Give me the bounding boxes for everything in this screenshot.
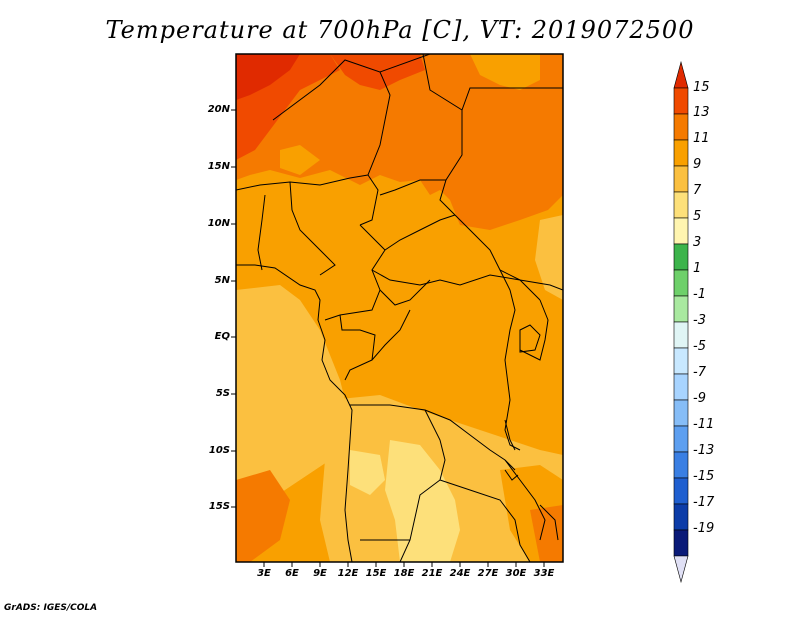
temperature-field bbox=[236, 54, 563, 562]
lon-label-18e: 18E bbox=[393, 568, 415, 579]
lat-label-5n: 5N bbox=[214, 275, 230, 286]
colorbar-segment bbox=[673, 399, 689, 427]
colorbar-label: 5 bbox=[693, 209, 702, 224]
colorbar-label: -9 bbox=[693, 391, 706, 406]
grads-credit: GrADS: IGES/COLA bbox=[4, 603, 98, 613]
colorbar-cap-bottom bbox=[673, 555, 689, 584]
lon-label-21e: 21E bbox=[421, 568, 443, 579]
colorbar-segment bbox=[673, 503, 689, 531]
lon-label-30e: 30E bbox=[505, 568, 527, 579]
colorbar-segment bbox=[673, 321, 689, 349]
colorbar-label: 15 bbox=[693, 80, 710, 95]
colorbar-segment bbox=[673, 217, 689, 245]
colorbar-label: 7 bbox=[693, 183, 702, 198]
colorbar-label: -17 bbox=[693, 495, 715, 510]
lon-label-27e: 27E bbox=[477, 568, 499, 579]
field-11-13 bbox=[236, 54, 563, 230]
field-7-9-east bbox=[535, 215, 563, 300]
colorbar-label: 13 bbox=[693, 105, 710, 120]
colorbar-label: -13 bbox=[693, 443, 715, 458]
lat-label-15s: 15S bbox=[208, 501, 230, 512]
field-15-nw bbox=[236, 54, 300, 100]
colorbar-label: -1 bbox=[693, 287, 706, 302]
colorbar-segment bbox=[673, 87, 689, 115]
colorbar-label: -3 bbox=[693, 313, 706, 328]
colorbar-segment bbox=[673, 529, 689, 557]
field-9-11-patch bbox=[280, 145, 320, 175]
country-borders bbox=[236, 54, 563, 562]
colorbar bbox=[673, 60, 689, 584]
lon-label-9e: 9E bbox=[313, 568, 327, 579]
colorbar-segment bbox=[673, 451, 689, 479]
colorbar-label: 9 bbox=[693, 157, 702, 172]
lat-label-5s: 5S bbox=[215, 388, 230, 399]
colorbar-segment bbox=[673, 165, 689, 193]
lat-label-eq: EQ bbox=[214, 331, 230, 342]
lat-label-10n: 10N bbox=[207, 218, 230, 229]
colorbar-segment bbox=[673, 425, 689, 453]
colorbar-label: 3 bbox=[693, 235, 702, 250]
field-11-13-sw bbox=[236, 470, 290, 562]
lon-label-6e: 6E bbox=[285, 568, 299, 579]
colorbar-segment bbox=[673, 191, 689, 219]
colorbar-segment bbox=[673, 139, 689, 167]
map-frame bbox=[235, 53, 564, 563]
colorbar-label: -7 bbox=[693, 365, 706, 380]
map-title: Temperature at 700hPa [C], VT: 201907250… bbox=[105, 16, 695, 44]
colorbar-label: -19 bbox=[693, 521, 715, 536]
colorbar-cap-top bbox=[673, 60, 689, 89]
colorbar-label: -5 bbox=[693, 339, 706, 354]
lat-label-15n: 15N bbox=[207, 161, 230, 172]
field-7-9-west bbox=[236, 285, 350, 525]
lon-label-33e: 33E bbox=[533, 568, 555, 579]
lat-label-10s: 10S bbox=[208, 445, 230, 456]
coastline bbox=[236, 264, 559, 563]
colorbar-segment bbox=[673, 477, 689, 505]
colorbar-segment bbox=[673, 269, 689, 297]
colorbar-segment bbox=[673, 295, 689, 323]
colorbar-segment bbox=[673, 243, 689, 271]
lat-label-20n: 20N bbox=[207, 104, 230, 115]
colorbar-label: -11 bbox=[693, 417, 715, 432]
field-5-7-patch bbox=[350, 450, 385, 495]
lon-label-3e: 3E bbox=[257, 568, 271, 579]
lon-label-12e: 12E bbox=[337, 568, 359, 579]
map-ticks bbox=[231, 109, 545, 567]
colorbar-label: 1 bbox=[693, 261, 702, 276]
lon-label-15e: 15E bbox=[365, 568, 387, 579]
colorbar-label: 11 bbox=[693, 131, 710, 146]
colorbar-segment bbox=[673, 373, 689, 401]
colorbar-segment bbox=[673, 113, 689, 141]
field-9-11-ne bbox=[470, 54, 540, 90]
field-5-7-south bbox=[385, 440, 460, 562]
colorbar-label: -15 bbox=[693, 469, 715, 484]
lon-label-24e: 24E bbox=[449, 568, 471, 579]
colorbar-segment bbox=[673, 347, 689, 375]
